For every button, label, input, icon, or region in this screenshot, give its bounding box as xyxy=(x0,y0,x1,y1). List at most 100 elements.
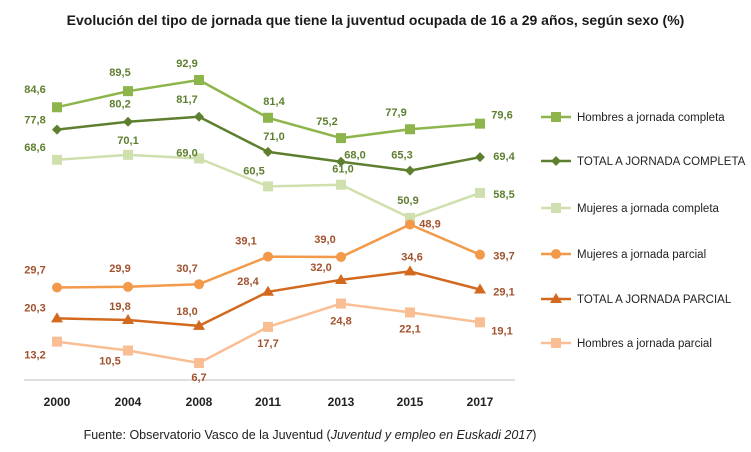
data-label: 92,9 xyxy=(176,58,197,70)
data-label: 24,8 xyxy=(330,316,351,328)
data-label: 68,0 xyxy=(344,150,365,162)
data-point xyxy=(194,111,204,122)
x-tick-label: 2015 xyxy=(397,395,424,409)
legend-label: Hombres a jornada completa xyxy=(577,112,725,124)
source-suffix: ) xyxy=(532,428,537,442)
legend-item: Hombres a jornada parcial xyxy=(541,338,712,350)
data-label: 39,1 xyxy=(235,236,256,248)
data-point xyxy=(193,319,205,330)
data-label: 75,2 xyxy=(316,116,337,128)
data-label: 29,9 xyxy=(109,263,130,275)
data-labels-layer: 84,6 89,5 92,9 81,4 75,2 77,9 79,6 77,8 80,2 81,7… xyxy=(24,58,515,384)
data-label: 65,3 xyxy=(391,150,412,162)
series-6 xyxy=(52,298,485,368)
data-point xyxy=(263,251,273,262)
data-label: 6,7 xyxy=(191,372,206,384)
x-tick-label: 2013 xyxy=(328,395,355,409)
data-point xyxy=(405,124,415,135)
data-label: 80,2 xyxy=(109,99,130,111)
data-point xyxy=(52,282,62,293)
data-label: 30,7 xyxy=(176,263,197,275)
data-point xyxy=(123,149,133,160)
data-point xyxy=(52,336,62,347)
data-label: 34,6 xyxy=(401,251,422,263)
data-label: 81,4 xyxy=(263,96,285,108)
x-tick-label: 2000 xyxy=(44,395,71,409)
data-label: 70,1 xyxy=(117,135,138,147)
legend-item: Mujeres a jornada completa xyxy=(541,203,720,215)
data-point xyxy=(122,313,134,324)
data-point xyxy=(194,153,204,164)
data-point xyxy=(336,251,346,262)
data-label: 77,9 xyxy=(385,107,406,119)
data-point xyxy=(52,154,62,165)
data-label: 28,4 xyxy=(237,276,259,288)
data-point xyxy=(336,133,346,144)
data-label: 69,4 xyxy=(493,151,515,163)
data-label: 19,1 xyxy=(491,325,512,337)
data-label: 39,7 xyxy=(493,251,514,263)
x-tick-label: 2004 xyxy=(115,395,142,409)
series-4 xyxy=(52,219,485,293)
series-line xyxy=(56,270,481,328)
data-label: 10,5 xyxy=(99,356,120,368)
data-point xyxy=(263,112,273,123)
data-point xyxy=(405,219,415,230)
legend-marker xyxy=(551,203,561,213)
data-point xyxy=(194,75,204,85)
data-point xyxy=(475,118,485,129)
data-point xyxy=(405,165,415,176)
lines-layer xyxy=(51,75,486,368)
series-3 xyxy=(52,149,485,223)
data-label: 81,7 xyxy=(176,94,197,106)
data-point xyxy=(263,181,273,192)
data-point xyxy=(336,179,346,190)
legend-label: Hombres a jornada parcial xyxy=(577,338,712,350)
data-label: 61,0 xyxy=(332,164,353,176)
data-point xyxy=(405,212,415,223)
legend-item: Hombres a jornada completa xyxy=(541,112,725,124)
legend-label: Mujeres a jornada completa xyxy=(577,203,720,215)
data-label: 13,2 xyxy=(24,350,45,362)
data-point xyxy=(475,152,485,163)
data-label: 18,0 xyxy=(176,306,197,318)
data-point xyxy=(194,279,204,290)
legend-label: TOTAL A JORNADA COMPLETA xyxy=(577,156,746,168)
x-tick-label: 2017 xyxy=(467,395,494,409)
legend-marker xyxy=(551,249,561,259)
chart-title: Evolución del tipo de jornada que tiene … xyxy=(66,12,685,28)
data-point xyxy=(123,86,133,97)
data-point xyxy=(123,116,133,127)
data-point xyxy=(52,102,62,113)
data-point xyxy=(52,124,62,135)
data-point xyxy=(474,283,486,294)
source-publication: Juventud y empleo en Euskadi 2017 xyxy=(330,428,533,442)
data-point xyxy=(475,249,485,260)
legend-marker xyxy=(550,293,562,303)
series-1 xyxy=(52,75,485,144)
data-label: 71,0 xyxy=(263,131,284,143)
data-label: 68,6 xyxy=(24,142,45,154)
data-label: 39,0 xyxy=(314,234,335,246)
data-point xyxy=(475,317,485,328)
legend-label: TOTAL A JORNADA PARCIAL xyxy=(577,294,732,306)
data-point xyxy=(475,187,485,198)
data-label: 19,8 xyxy=(109,301,130,313)
x-tick-label: 2011 xyxy=(255,395,281,409)
series-5 xyxy=(51,265,486,330)
legend-marker xyxy=(551,156,561,166)
data-point xyxy=(263,321,273,332)
data-label: 79,6 xyxy=(491,110,512,122)
legend-item: TOTAL A JORNADA PARCIAL xyxy=(541,293,732,306)
data-point xyxy=(262,285,274,296)
series-2 xyxy=(52,111,485,176)
data-point xyxy=(194,358,204,368)
data-point xyxy=(336,298,346,309)
legend-label: Mujeres a jornada parcial xyxy=(577,249,706,261)
data-label: 22,1 xyxy=(399,323,420,335)
data-point xyxy=(405,307,415,318)
source-prefix: Fuente: Observatorio Vasco de la Juventu… xyxy=(83,428,331,442)
data-label: 89,5 xyxy=(109,67,130,79)
data-point xyxy=(51,312,63,323)
